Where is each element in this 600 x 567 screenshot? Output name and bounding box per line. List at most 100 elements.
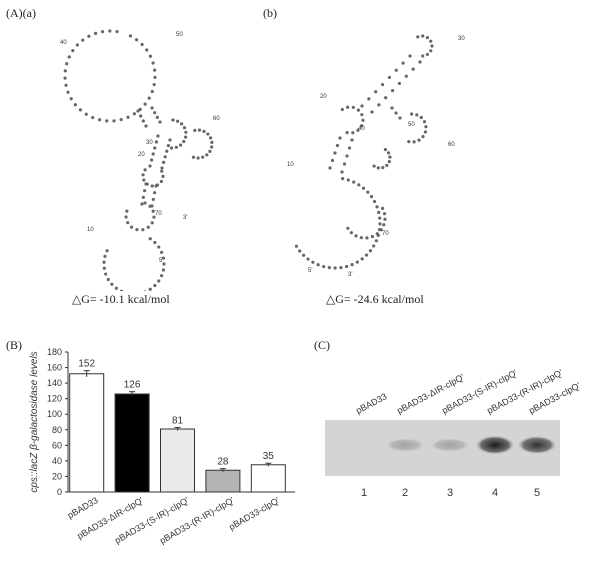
structure-a-position: 40: [60, 40, 67, 46]
delta-g-b: △G= -24.6 kcal/mol: [326, 292, 424, 306]
nucleotide: [378, 222, 382, 226]
nucleotide: [143, 201, 147, 205]
nucleotide: [135, 228, 139, 232]
nucleotide: [143, 102, 147, 106]
nucleotide: [148, 54, 153, 58]
nucleotide: [377, 210, 381, 214]
nucleotide: [102, 266, 106, 270]
nucleotide: [110, 282, 114, 286]
nucleotide: [397, 81, 402, 86]
nucleotide: [322, 264, 326, 269]
category-label: pBAD33-(S-IR)-clpQ': [113, 495, 191, 546]
nucleotide: [153, 68, 157, 72]
panel-a-sub-b-label: (b): [263, 6, 277, 20]
nucleotide: [359, 236, 363, 240]
nucleotide: [382, 223, 386, 227]
structure-b-position: 3': [348, 272, 352, 278]
nucleotide: [425, 35, 430, 40]
nucleotide: [73, 103, 77, 107]
nucleotide: [150, 106, 154, 110]
nucleotide: [71, 49, 75, 53]
nucleotide: [150, 158, 154, 162]
nucleotide: [197, 128, 202, 132]
structure-b-position: 40: [358, 126, 365, 132]
structure-a-position: 70: [155, 211, 162, 217]
nucleotide: [150, 221, 154, 225]
nucleotide: [162, 262, 166, 266]
y-tick-label: 180: [47, 347, 62, 357]
nucleotide: [67, 55, 71, 59]
nucleotide: [381, 165, 385, 170]
y-tick-label: 120: [47, 394, 62, 404]
nucleotide: [148, 164, 152, 168]
nucleotide: [379, 228, 383, 232]
structure-b-position: 50: [408, 122, 415, 128]
nucleotide: [150, 184, 154, 188]
nucleotide: [158, 120, 162, 124]
protein-band: [385, 438, 425, 452]
nucleotide: [153, 111, 157, 115]
nucleotide: [328, 166, 332, 170]
nucleotide: [136, 109, 140, 113]
y-tick-label: 140: [47, 378, 62, 388]
nucleotide: [143, 290, 147, 291]
nucleotide: [376, 166, 380, 170]
nucleotide: [356, 108, 361, 112]
nucleotide: [342, 162, 347, 166]
nucleotide: [416, 35, 420, 39]
nucleotide: [153, 75, 157, 79]
lane-name: pBAD33-(R-IR)-clpQ': [485, 367, 564, 416]
nucleotide: [162, 160, 166, 164]
nucleotide: [105, 119, 109, 123]
nucleotide: [75, 43, 79, 47]
nucleotide: [196, 156, 200, 160]
nucleotide: [422, 120, 427, 124]
nucleotide: [166, 144, 170, 148]
nucleotide: [154, 184, 158, 188]
protein-band: [517, 435, 557, 455]
structure-b-nucleotides: [294, 34, 434, 270]
nucleotide: [150, 89, 154, 94]
nucleotide: [148, 287, 152, 291]
nucleotide: [408, 54, 412, 58]
nucleotide: [112, 119, 116, 123]
nucleotide: [302, 253, 306, 257]
nucleotide: [157, 245, 161, 249]
nucleotide: [429, 39, 433, 43]
nucleotide: [141, 228, 145, 232]
nucleotide: [346, 178, 350, 182]
nucleotide: [361, 118, 365, 122]
nucleotide: [423, 130, 428, 134]
nucleotide: [418, 60, 422, 64]
y-tick-label: 0: [57, 487, 62, 497]
nucleotide: [114, 286, 118, 290]
nucleotide: [87, 34, 91, 38]
nucleotide: [357, 183, 361, 187]
nucleotide: [106, 277, 110, 282]
structure-a-position: 10: [87, 227, 94, 233]
nucleotide: [155, 115, 159, 119]
nucleotide: [370, 234, 375, 239]
nucleotide: [311, 260, 315, 264]
nucleotide: [294, 244, 299, 248]
nucleotide: [356, 128, 360, 132]
nucleotide: [351, 131, 355, 135]
nucleotide: [380, 206, 385, 211]
structure-a-position: 30: [146, 140, 153, 146]
nucleotide: [350, 138, 354, 142]
nucleotide: [125, 209, 129, 213]
nucleotide: [151, 152, 155, 156]
y-tick-label: 100: [47, 409, 62, 419]
bar-value-label: 35: [263, 451, 275, 462]
nucleotide: [385, 163, 389, 167]
nucleotide: [168, 138, 172, 142]
nucleotide: [84, 112, 88, 116]
nucleotide: [340, 170, 344, 174]
structure-b-position: 20: [320, 94, 327, 100]
nucleotide: [152, 215, 156, 219]
nucleotide: [65, 62, 69, 66]
nucleotide: [382, 212, 387, 216]
nucleotide: [108, 29, 112, 33]
nucleotide: [151, 61, 155, 65]
